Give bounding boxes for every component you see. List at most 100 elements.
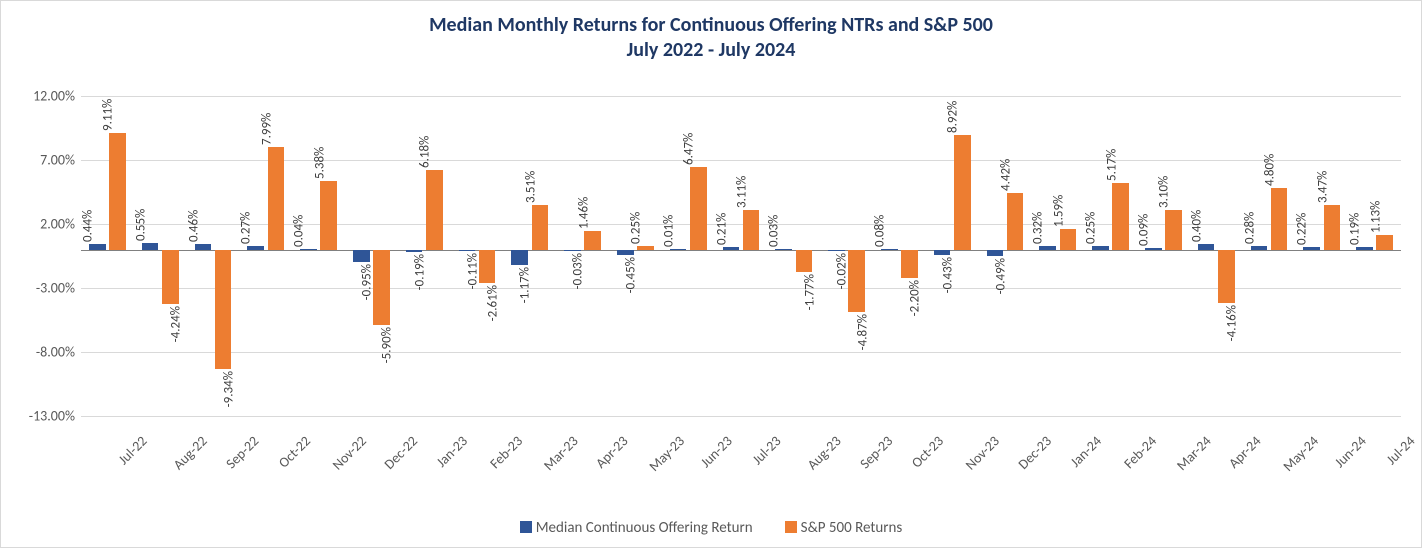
bar-value-label: 0.22% — [1295, 212, 1310, 244]
bar-value-label: 0.09% — [1137, 214, 1152, 246]
x-tick-label: Nov-22 — [329, 432, 370, 473]
x-tick-label: Nov-23 — [962, 432, 1003, 473]
bar: 0.09% — [1145, 248, 1162, 249]
bar-value-label: 0.08% — [873, 214, 888, 246]
bar: 5.38% — [320, 181, 337, 250]
y-tick-label: 7.00% — [40, 152, 75, 169]
x-tick-label: Feb-24 — [1120, 432, 1160, 472]
bar-value-label: -5.90% — [380, 327, 395, 363]
chart-title-line1: Median Monthly Returns for Continuous Of… — [429, 13, 993, 37]
plot-area: -13.00%-8.00%-3.00%2.00%7.00%12.00%0.44%… — [81, 96, 1401, 416]
bar-value-label: 0.19% — [1348, 213, 1363, 245]
bar: 0.03% — [775, 249, 792, 250]
bar-value-label: -2.20% — [908, 280, 923, 316]
bar: -0.45% — [617, 250, 634, 256]
bar-value-label: -4.24% — [169, 306, 184, 342]
bar: -9.34% — [215, 250, 232, 370]
x-tick-label: May-23 — [646, 432, 688, 474]
bar-value-label: 0.25% — [629, 212, 644, 244]
bar-value-label: 1.13% — [1368, 201, 1383, 233]
bar: 5.17% — [1112, 183, 1129, 249]
bar: 0.08% — [881, 249, 898, 250]
x-tick-label: Dec-22 — [381, 432, 421, 472]
bar: 0.04% — [300, 249, 317, 250]
x-tick-label: Jul-23 — [749, 432, 785, 468]
bar: 0.46% — [195, 244, 212, 250]
bar-value-label: -1.77% — [802, 274, 817, 310]
bar-value-label: 0.01% — [661, 215, 676, 247]
y-tick-label: -3.00% — [36, 280, 75, 297]
bar-value-label: 9.11% — [101, 99, 116, 131]
bar: -1.17% — [511, 250, 528, 265]
bar-value-label: -2.61% — [486, 285, 501, 321]
x-tick-label: Oct-23 — [908, 432, 947, 471]
x-tick-label: Apr-23 — [592, 432, 631, 471]
x-tick-label: Mar-24 — [1174, 432, 1215, 473]
bar-value-label: 3.47% — [1315, 171, 1330, 203]
x-tick-label: Aug-23 — [804, 432, 845, 473]
bar: 3.11% — [743, 210, 760, 250]
bar-value-label: -9.34% — [222, 371, 237, 407]
bar-value-label: 4.42% — [999, 159, 1014, 191]
legend-swatch — [785, 521, 797, 533]
x-tick-label: Feb-23 — [486, 432, 526, 472]
bar-value-label: 1.59% — [1051, 195, 1066, 227]
bar-value-label: 7.99% — [259, 113, 274, 145]
bar-value-label: 0.28% — [1242, 212, 1257, 244]
bar-value-label: -0.43% — [940, 257, 955, 293]
bar: 1.13% — [1376, 235, 1393, 249]
bar: -0.49% — [987, 250, 1004, 256]
bar: -0.43% — [934, 250, 951, 256]
bar: 0.22% — [1303, 247, 1320, 250]
legend-label: S&P 500 Returns — [801, 519, 903, 537]
monthly-returns-chart: Median Monthly Returns for Continuous Of… — [0, 0, 1422, 548]
bar-value-label: 0.44% — [81, 210, 96, 242]
bar-value-label: 0.55% — [133, 208, 148, 240]
bar-value-label: 0.25% — [1084, 212, 1099, 244]
bar: 3.47% — [1324, 205, 1341, 249]
bar: -4.87% — [848, 250, 865, 312]
bar: 7.99% — [268, 147, 285, 249]
x-tick-label: Aug-22 — [170, 432, 211, 473]
bar: 3.51% — [532, 205, 549, 250]
bar: 9.11% — [109, 133, 126, 250]
bar: 6.18% — [426, 170, 443, 249]
bar-value-label: 6.18% — [418, 136, 433, 168]
legend-swatch — [520, 521, 532, 533]
bar: 0.28% — [1251, 246, 1268, 250]
bar: -5.90% — [373, 250, 390, 326]
bar: 0.21% — [723, 247, 740, 250]
bar: -0.11% — [459, 250, 476, 251]
bar-value-label: 3.10% — [1157, 176, 1172, 208]
bar-value-label: 0.03% — [767, 215, 782, 247]
x-tick-label: Mar-23 — [540, 432, 581, 473]
gridline — [81, 416, 1401, 417]
bars-layer: 0.44%9.11%0.55%-4.24%0.46%-9.34%0.27%7.9… — [81, 96, 1401, 416]
chart-title-line2: July 2022 - July 2024 — [627, 38, 796, 62]
bar: 0.40% — [1198, 244, 1215, 249]
bar-value-label: 0.46% — [186, 209, 201, 241]
bar: -0.19% — [406, 250, 423, 252]
bar: 0.25% — [637, 246, 654, 249]
bar: -0.02% — [828, 250, 845, 251]
bar-value-label: 5.17% — [1104, 149, 1119, 181]
x-tick-label: Oct-22 — [275, 432, 314, 471]
legend-label: Median Continuous Offering Return — [536, 519, 753, 537]
bar: -1.77% — [796, 250, 813, 273]
legend-item: Median Continuous Offering Return — [520, 519, 753, 537]
chart-title: Median Monthly Returns for Continuous Of… — [1, 13, 1421, 63]
bar: -4.24% — [162, 250, 179, 304]
x-tick-label: Jul-24 — [1382, 432, 1418, 468]
bar-value-label: 3.51% — [523, 170, 538, 202]
bar: -2.61% — [479, 250, 496, 283]
x-tick-label: Jan-23 — [433, 432, 471, 470]
bar-value-label: 5.38% — [312, 146, 327, 178]
bar: 0.27% — [247, 246, 264, 249]
x-tick-label: Apr-24 — [1225, 432, 1264, 471]
legend-item: S&P 500 Returns — [785, 519, 903, 537]
x-tick-label: Jun-23 — [697, 432, 736, 471]
y-tick-label: -13.00% — [29, 408, 75, 425]
bar: 0.25% — [1092, 246, 1109, 249]
x-tick-label: Dec-23 — [1015, 432, 1055, 472]
bar-value-label: -4.16% — [1225, 305, 1240, 341]
